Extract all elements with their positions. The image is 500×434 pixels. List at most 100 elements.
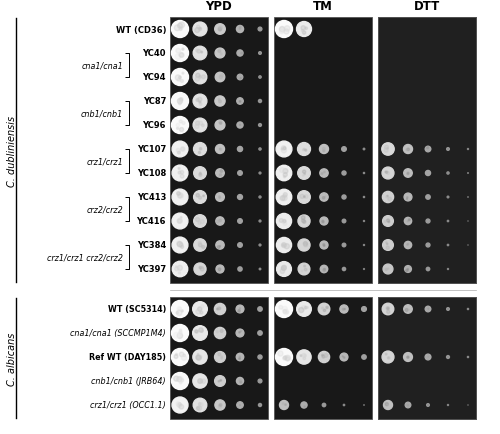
Circle shape — [218, 353, 221, 356]
Circle shape — [198, 355, 202, 359]
Circle shape — [326, 306, 328, 309]
Circle shape — [216, 309, 218, 310]
Circle shape — [236, 26, 244, 33]
Circle shape — [426, 171, 430, 176]
Circle shape — [304, 197, 305, 198]
Circle shape — [282, 148, 286, 154]
Circle shape — [172, 397, 188, 413]
Circle shape — [425, 306, 431, 312]
Text: cnb1/cnb1 (JRB64): cnb1/cnb1 (JRB64) — [92, 377, 166, 386]
Circle shape — [198, 379, 201, 382]
Circle shape — [200, 312, 203, 314]
Circle shape — [324, 172, 326, 174]
Circle shape — [214, 376, 226, 386]
Circle shape — [279, 306, 282, 309]
Circle shape — [238, 195, 242, 200]
Circle shape — [218, 101, 222, 104]
Circle shape — [304, 406, 306, 407]
Circle shape — [237, 51, 243, 57]
Circle shape — [342, 195, 346, 200]
Circle shape — [193, 23, 207, 37]
Circle shape — [178, 172, 181, 174]
Circle shape — [340, 305, 348, 313]
Circle shape — [178, 53, 182, 57]
Circle shape — [302, 270, 303, 272]
Circle shape — [283, 356, 286, 360]
Circle shape — [318, 303, 330, 315]
Circle shape — [301, 402, 307, 408]
Circle shape — [178, 266, 182, 271]
Circle shape — [180, 128, 184, 132]
Circle shape — [199, 103, 202, 106]
Circle shape — [179, 29, 182, 31]
Text: YC108: YC108 — [137, 169, 166, 178]
Circle shape — [342, 171, 346, 176]
Circle shape — [177, 333, 182, 339]
Circle shape — [216, 217, 224, 226]
Circle shape — [322, 307, 324, 309]
Circle shape — [408, 219, 410, 221]
Circle shape — [178, 168, 180, 170]
Circle shape — [196, 218, 200, 222]
Text: cna1/cna1 (SCCMP1M4): cna1/cna1 (SCCMP1M4) — [70, 329, 166, 338]
Circle shape — [278, 351, 283, 356]
Circle shape — [304, 269, 307, 271]
Circle shape — [298, 143, 310, 156]
Circle shape — [404, 242, 411, 249]
Circle shape — [178, 331, 182, 335]
Circle shape — [237, 75, 243, 81]
Circle shape — [324, 269, 326, 270]
Circle shape — [296, 23, 312, 37]
Circle shape — [176, 312, 178, 314]
Circle shape — [386, 196, 388, 198]
Circle shape — [196, 355, 201, 361]
Circle shape — [194, 143, 206, 156]
Circle shape — [406, 244, 408, 246]
Circle shape — [283, 220, 286, 223]
Circle shape — [177, 377, 182, 382]
Circle shape — [194, 330, 198, 333]
Circle shape — [220, 329, 223, 332]
Circle shape — [172, 93, 188, 110]
Text: crz1/crz1 (OCC1.1): crz1/crz1 (OCC1.1) — [90, 401, 166, 410]
Circle shape — [200, 268, 204, 271]
Circle shape — [286, 357, 290, 361]
Circle shape — [304, 242, 308, 246]
Circle shape — [323, 269, 326, 272]
Circle shape — [240, 331, 242, 332]
Circle shape — [172, 325, 188, 342]
Circle shape — [280, 27, 284, 33]
Circle shape — [194, 168, 206, 180]
Circle shape — [182, 122, 185, 125]
Circle shape — [180, 381, 182, 384]
Circle shape — [218, 307, 220, 310]
Circle shape — [384, 146, 388, 150]
Text: crz1/crz1 crz2/crz2: crz1/crz1 crz2/crz2 — [47, 253, 123, 262]
Circle shape — [180, 54, 184, 58]
Circle shape — [197, 406, 202, 411]
Circle shape — [219, 220, 222, 222]
Circle shape — [324, 354, 328, 358]
Circle shape — [386, 172, 390, 175]
Circle shape — [282, 267, 284, 270]
Circle shape — [408, 309, 410, 311]
Circle shape — [342, 148, 346, 152]
Circle shape — [404, 353, 412, 362]
Circle shape — [446, 308, 450, 311]
Circle shape — [198, 152, 200, 154]
Circle shape — [282, 146, 286, 151]
Circle shape — [176, 149, 180, 153]
Circle shape — [180, 99, 183, 102]
Circle shape — [237, 123, 243, 129]
Circle shape — [281, 149, 283, 151]
Circle shape — [178, 99, 182, 104]
Circle shape — [200, 220, 204, 224]
Circle shape — [216, 145, 224, 154]
Bar — [378, 18, 476, 283]
Circle shape — [298, 263, 310, 275]
Circle shape — [178, 403, 181, 405]
Circle shape — [183, 355, 186, 357]
Circle shape — [298, 168, 310, 180]
Text: YC384: YC384 — [137, 241, 166, 250]
Circle shape — [200, 52, 202, 53]
